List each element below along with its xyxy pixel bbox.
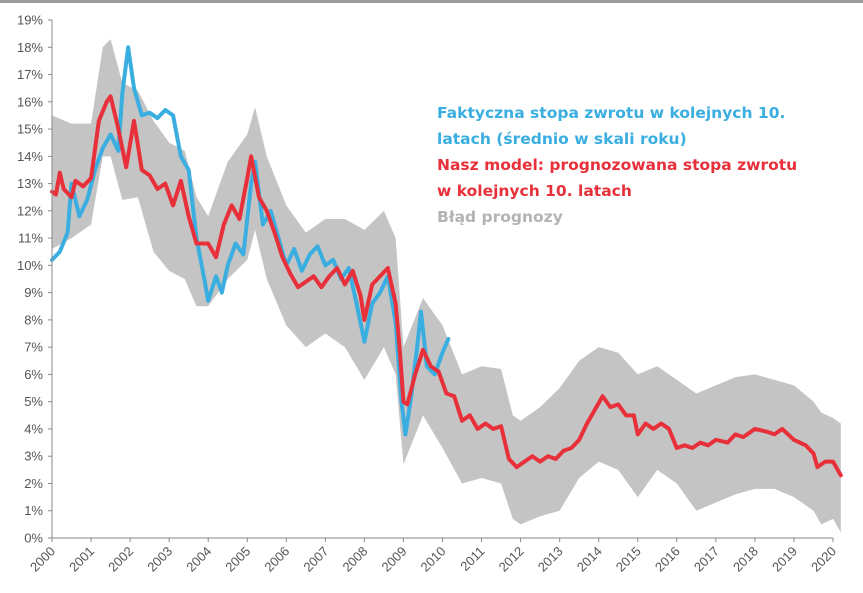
y-tick-label: 16% xyxy=(17,94,43,109)
y-tick-label: 10% xyxy=(17,258,43,273)
legend: Faktyczna stopa zwrotu w kolejnych 10. l… xyxy=(437,100,797,230)
y-tick-label: 13% xyxy=(17,176,43,191)
x-tick-label: 2014 xyxy=(574,544,605,575)
model-return-line xyxy=(50,94,843,478)
x-tick-label: 2020 xyxy=(808,544,839,575)
top-border xyxy=(0,0,863,3)
y-tick-label: 7% xyxy=(24,340,43,355)
y-tick-label: 4% xyxy=(24,421,43,436)
x-tick-label: 2017 xyxy=(691,544,722,575)
x-tick-label: 2010 xyxy=(418,544,449,575)
y-tick-label: 6% xyxy=(24,367,43,382)
y-tick-label: 9% xyxy=(24,285,43,300)
y-tick-label: 17% xyxy=(17,67,43,82)
x-tick-label: 2006 xyxy=(261,544,292,575)
x-tick-label: 2018 xyxy=(730,544,761,575)
y-tick-label: 15% xyxy=(17,122,43,137)
y-tick-label: 11% xyxy=(18,231,43,246)
x-tick-label: 2005 xyxy=(222,544,253,575)
y-tick-label: 8% xyxy=(24,312,43,327)
x-tick-label: 2013 xyxy=(535,544,566,575)
x-tick-label: 2012 xyxy=(496,544,527,575)
x-tick-label: 2003 xyxy=(144,544,175,575)
y-tick-label: 14% xyxy=(17,149,43,164)
y-tick-label: 5% xyxy=(24,394,43,409)
y-tick-label: 2% xyxy=(24,476,43,491)
y-tick-label: 1% xyxy=(24,503,43,518)
legend-band: Błąd prognozy xyxy=(437,208,563,226)
y-tick-label: 3% xyxy=(24,449,43,464)
x-tick-label: 2015 xyxy=(613,544,644,575)
y-tick-label: 0% xyxy=(24,531,43,546)
x-tick-label: 2011 xyxy=(457,544,487,574)
x-tick-label: 2008 xyxy=(339,544,370,575)
series-layer xyxy=(50,45,843,478)
y-tick-label: 19% xyxy=(17,13,43,28)
y-tick-label: 12% xyxy=(17,203,43,218)
x-tick-label: 2007 xyxy=(300,544,331,575)
legend-model-line-1: Nasz model: prognozowana stopa zwrotu xyxy=(437,156,798,174)
legend-model-line-2: w kolejnych 10. latach xyxy=(437,182,632,200)
y-tick-label: 18% xyxy=(17,40,43,55)
x-tick-label: 2002 xyxy=(105,544,136,575)
legend-actual-line-1: Faktyczna stopa zwrotu w kolejnych 10. xyxy=(437,104,786,122)
x-tick-label: 2000 xyxy=(27,544,58,575)
x-tick-label: 2019 xyxy=(769,544,800,575)
x-tick-label: 2016 xyxy=(652,544,683,575)
x-tick-label: 2004 xyxy=(183,544,214,575)
x-tick-label: 2001 xyxy=(66,544,97,575)
x-tick-label: 2009 xyxy=(379,544,410,575)
legend-actual-line-2: latach (średnio w skali roku) xyxy=(437,130,687,148)
